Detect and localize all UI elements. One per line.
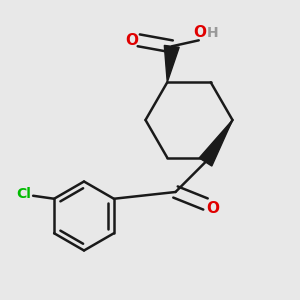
Polygon shape — [164, 45, 179, 82]
Polygon shape — [199, 120, 232, 166]
Text: Cl: Cl — [17, 187, 32, 201]
Text: O: O — [194, 25, 207, 40]
Text: O: O — [206, 201, 220, 216]
Text: O: O — [125, 33, 138, 48]
Text: H: H — [206, 26, 218, 40]
